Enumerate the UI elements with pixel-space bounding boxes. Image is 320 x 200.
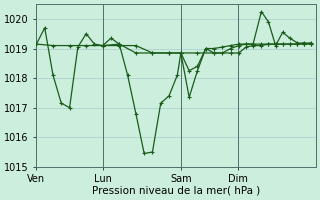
X-axis label: Pression niveau de la mer( hPa ): Pression niveau de la mer( hPa ) <box>92 186 260 196</box>
